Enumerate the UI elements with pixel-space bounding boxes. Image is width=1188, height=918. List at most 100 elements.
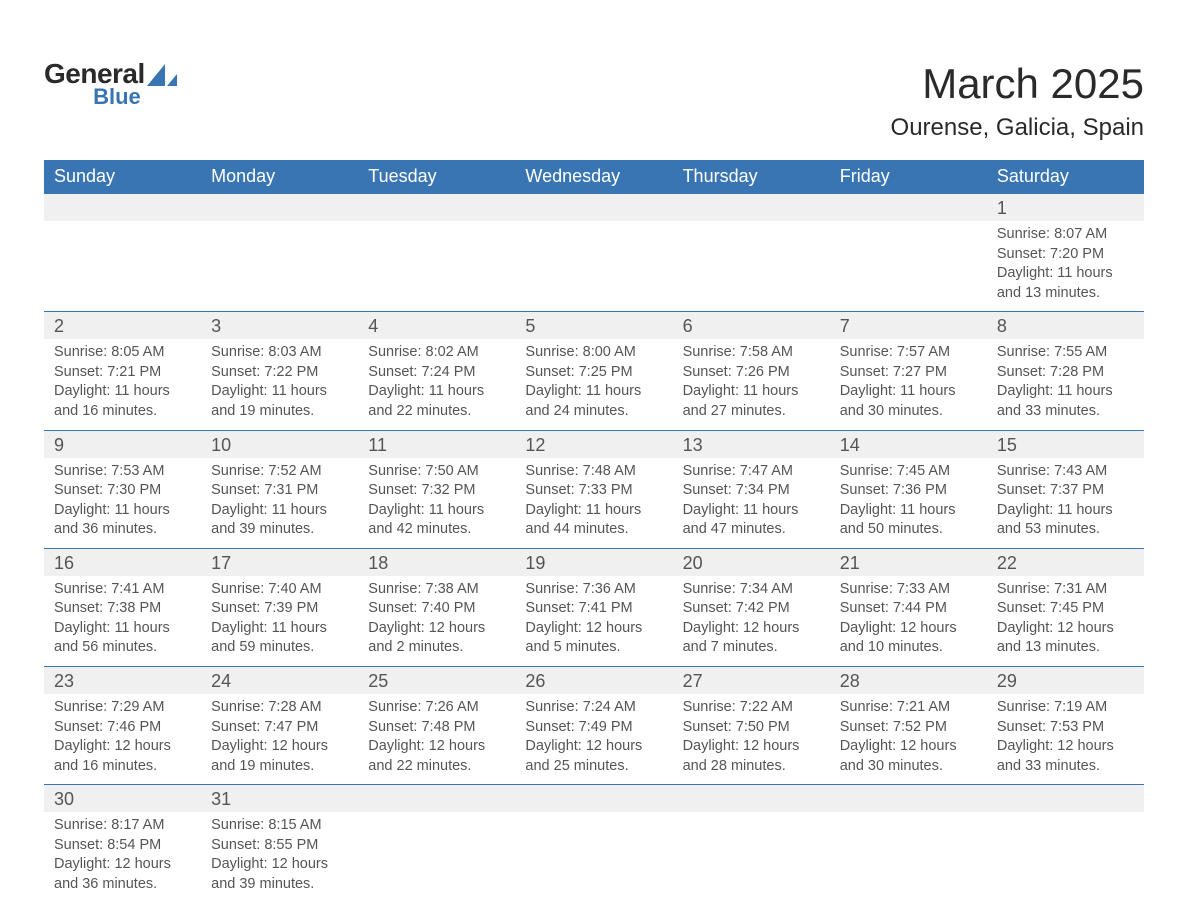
- day-number-cell: 31: [201, 785, 358, 813]
- day-number-cell: 27: [673, 667, 830, 695]
- sunrise-line: Sunrise: 7:38 AM: [368, 580, 505, 600]
- day-number-cell: 19: [515, 548, 672, 576]
- daylight-line: Daylight: 12 hours and 33 minutes.: [997, 737, 1134, 776]
- day-body-cell: Sunrise: 8:02 AMSunset: 7:24 PMDaylight:…: [358, 339, 515, 430]
- sunset-line: Sunset: 7:25 PM: [525, 363, 662, 383]
- empty-day-number: [673, 194, 830, 220]
- day-body-cell: Sunrise: 7:34 AMSunset: 7:42 PMDaylight:…: [673, 576, 830, 667]
- day-number-cell: [673, 194, 830, 222]
- empty-day-number: [673, 785, 830, 811]
- sunrise-line: Sunrise: 8:07 AM: [997, 225, 1134, 245]
- day-number: 12: [515, 431, 672, 458]
- empty-day-number: [201, 194, 358, 220]
- day-number-cell: 13: [673, 430, 830, 458]
- daylight-line: Daylight: 11 hours and 33 minutes.: [997, 382, 1134, 421]
- sunrise-line: Sunrise: 7:24 AM: [525, 698, 662, 718]
- day-body-cell: Sunrise: 7:45 AMSunset: 7:36 PMDaylight:…: [830, 458, 987, 549]
- day-body-cell: Sunrise: 8:00 AMSunset: 7:25 PMDaylight:…: [515, 339, 672, 430]
- day-body-cell: Sunrise: 7:40 AMSunset: 7:39 PMDaylight:…: [201, 576, 358, 667]
- day-number-cell: 10: [201, 430, 358, 458]
- week-daynum-row: 9101112131415: [44, 430, 1144, 458]
- sunrise-line: Sunrise: 7:33 AM: [840, 580, 977, 600]
- week-body-row: Sunrise: 8:05 AMSunset: 7:21 PMDaylight:…: [44, 339, 1144, 430]
- empty-day-number: [830, 194, 987, 220]
- sunrise-line: Sunrise: 7:57 AM: [840, 343, 977, 363]
- day-body-cell: [830, 812, 987, 902]
- day-number-cell: 25: [358, 667, 515, 695]
- empty-day-body: [201, 228, 358, 304]
- day-number-cell: 23: [44, 667, 201, 695]
- day-number: 9: [44, 431, 201, 458]
- day-number-cell: 11: [358, 430, 515, 458]
- sunset-line: Sunset: 7:26 PM: [683, 363, 820, 383]
- sunrise-line: Sunrise: 7:29 AM: [54, 698, 191, 718]
- day-number-cell: 6: [673, 312, 830, 340]
- sunrise-line: Sunrise: 8:02 AM: [368, 343, 505, 363]
- daylight-line: Daylight: 11 hours and 27 minutes.: [683, 382, 820, 421]
- day-body-cell: [201, 221, 358, 312]
- day-body-cell: [673, 221, 830, 312]
- day-number: 15: [987, 431, 1144, 458]
- day-number-cell: [515, 785, 672, 813]
- page-header: General Blue March 2025 Ourense, Galicia…: [44, 60, 1144, 142]
- day-body-cell: Sunrise: 7:50 AMSunset: 7:32 PMDaylight:…: [358, 458, 515, 549]
- day-number-cell: 30: [44, 785, 201, 813]
- day-body-cell: [515, 812, 672, 902]
- day-body-cell: [358, 221, 515, 312]
- day-body-cell: Sunrise: 7:28 AMSunset: 7:47 PMDaylight:…: [201, 694, 358, 785]
- sunset-line: Sunset: 7:32 PM: [368, 481, 505, 501]
- sunset-line: Sunset: 7:38 PM: [54, 599, 191, 619]
- daylight-line: Daylight: 11 hours and 39 minutes.: [211, 501, 348, 540]
- day-number-cell: 16: [44, 548, 201, 576]
- sunset-line: Sunset: 7:44 PM: [840, 599, 977, 619]
- day-number: 28: [830, 667, 987, 694]
- day-number-cell: [830, 194, 987, 222]
- day-number-cell: 3: [201, 312, 358, 340]
- sunset-line: Sunset: 7:49 PM: [525, 718, 662, 738]
- sunset-line: Sunset: 7:41 PM: [525, 599, 662, 619]
- empty-day-body: [987, 819, 1144, 895]
- sunset-line: Sunset: 7:45 PM: [997, 599, 1134, 619]
- sunrise-line: Sunrise: 8:05 AM: [54, 343, 191, 363]
- sunset-line: Sunset: 7:36 PM: [840, 481, 977, 501]
- daylight-line: Daylight: 11 hours and 47 minutes.: [683, 501, 820, 540]
- sunset-line: Sunset: 7:46 PM: [54, 718, 191, 738]
- sunset-line: Sunset: 7:42 PM: [683, 599, 820, 619]
- day-number: 3: [201, 312, 358, 339]
- week-body-row: Sunrise: 7:29 AMSunset: 7:46 PMDaylight:…: [44, 694, 1144, 785]
- day-number: 16: [44, 549, 201, 576]
- sunset-line: Sunset: 7:48 PM: [368, 718, 505, 738]
- day-number: 29: [987, 667, 1144, 694]
- sunset-line: Sunset: 7:53 PM: [997, 718, 1134, 738]
- sunrise-line: Sunrise: 7:55 AM: [997, 343, 1134, 363]
- day-number: 31: [201, 785, 358, 812]
- weekday-header: Tuesday: [358, 160, 515, 194]
- day-body-cell: [358, 812, 515, 902]
- logo: General Blue: [44, 60, 177, 108]
- sunrise-line: Sunrise: 7:45 AM: [840, 462, 977, 482]
- day-body-cell: Sunrise: 7:26 AMSunset: 7:48 PMDaylight:…: [358, 694, 515, 785]
- day-number-cell: 5: [515, 312, 672, 340]
- day-body-cell: Sunrise: 7:38 AMSunset: 7:40 PMDaylight:…: [358, 576, 515, 667]
- day-number-cell: 22: [987, 548, 1144, 576]
- day-number: 17: [201, 549, 358, 576]
- day-body-cell: Sunrise: 7:36 AMSunset: 7:41 PMDaylight:…: [515, 576, 672, 667]
- daylight-line: Daylight: 11 hours and 44 minutes.: [525, 501, 662, 540]
- logo-sail-icon: [147, 64, 177, 90]
- day-number: 6: [673, 312, 830, 339]
- day-number: 30: [44, 785, 201, 812]
- day-body-cell: Sunrise: 8:05 AMSunset: 7:21 PMDaylight:…: [44, 339, 201, 430]
- sunset-line: Sunset: 7:20 PM: [997, 245, 1134, 265]
- week-daynum-row: 23242526272829: [44, 667, 1144, 695]
- day-body-cell: Sunrise: 7:24 AMSunset: 7:49 PMDaylight:…: [515, 694, 672, 785]
- sunset-line: Sunset: 7:27 PM: [840, 363, 977, 383]
- sunset-line: Sunset: 7:30 PM: [54, 481, 191, 501]
- daylight-line: Daylight: 12 hours and 39 minutes.: [211, 855, 348, 894]
- sunrise-line: Sunrise: 7:19 AM: [997, 698, 1134, 718]
- sunset-line: Sunset: 8:54 PM: [54, 836, 191, 856]
- week-daynum-row: 2345678: [44, 312, 1144, 340]
- day-number: 22: [987, 549, 1144, 576]
- month-title: March 2025: [891, 60, 1144, 108]
- daylight-line: Daylight: 12 hours and 16 minutes.: [54, 737, 191, 776]
- sunset-line: Sunset: 7:33 PM: [525, 481, 662, 501]
